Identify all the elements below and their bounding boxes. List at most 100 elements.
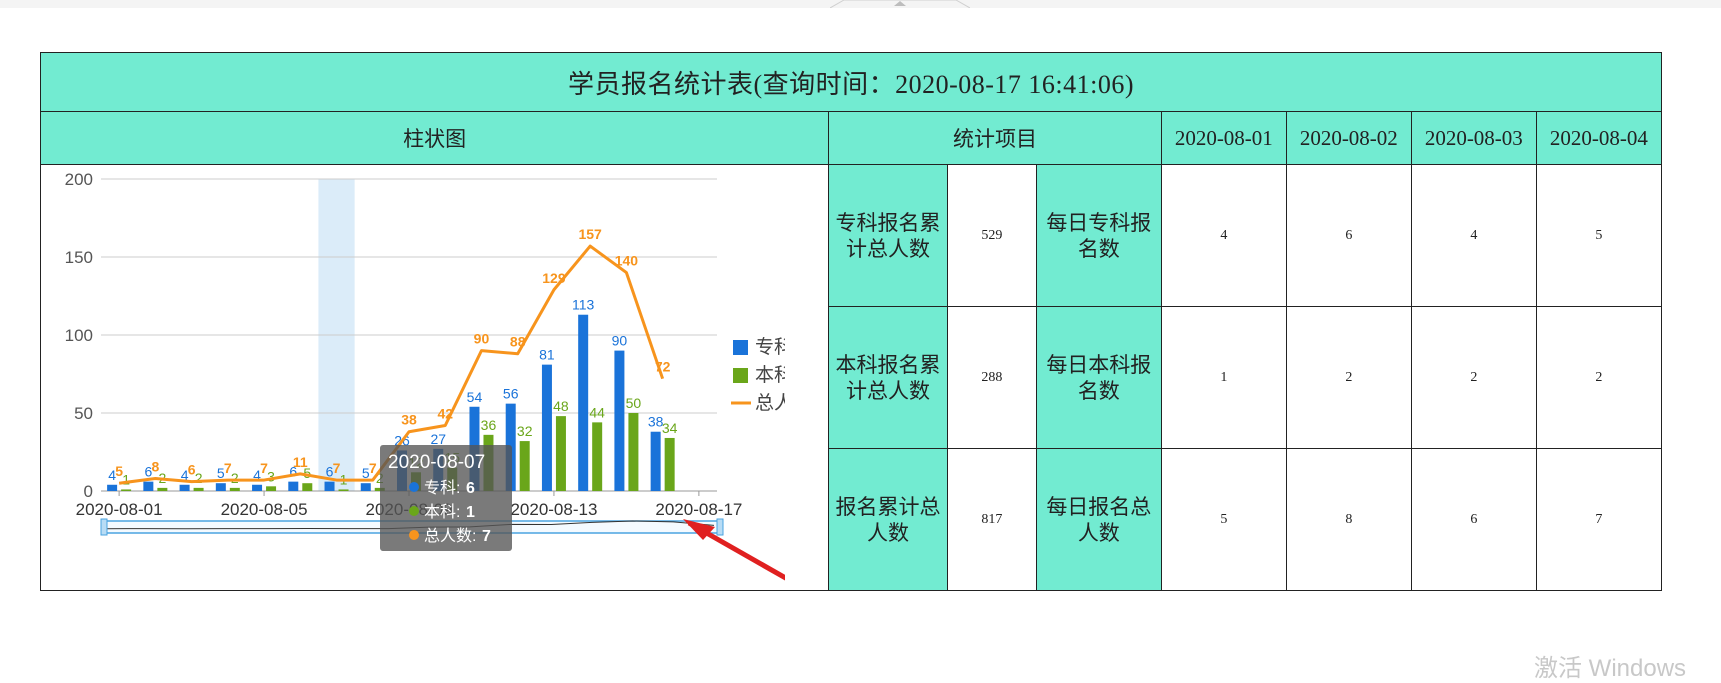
benke-bar [157,487,168,491]
daily-value: 2 [1535,306,1663,449]
tooltip-marker [409,530,419,540]
daily-value: 4 [1160,164,1287,307]
zhuanke-bar [143,481,154,491]
benke-bar [519,441,530,491]
zhuanke-data-label: 54 [467,389,483,405]
daily-value: 2 [1410,306,1537,449]
benke-data-label: 44 [589,404,605,420]
y-tick-label: 50 [74,404,93,423]
benke-bar [338,489,349,491]
total-data-label: 7 [260,460,268,476]
benke-data-label: 36 [481,417,497,433]
date-header: 2020-08-04 [1535,111,1663,165]
collapse-notch-icon[interactable] [830,0,970,8]
tooltip-item-value: 1 [466,504,475,521]
benke-data-label: 1 [122,471,130,487]
x-tick-label: 2020-08-01 [76,500,163,519]
benke-bar [664,437,675,491]
benke-data-label: 5 [303,465,311,481]
zhuanke-bar [541,364,552,491]
zhuanke-data-label: 27 [430,431,446,447]
daily-value: 1 [1160,306,1287,449]
x-tick-label: 2020-08-17 [655,500,742,519]
zhuanke-data-label: 90 [612,333,628,349]
stat-item-header: 统计项目 [828,111,1162,165]
tooltip-marker [409,506,419,516]
benke-bar [374,487,385,491]
y-tick-label: 200 [65,170,93,189]
benke-bar [121,489,132,491]
zhuanke-data-label: 4 [108,467,116,483]
benke-data-label: 2 [376,470,384,486]
benke-data-label: 34 [662,420,678,436]
zhuanke-bar [288,481,299,491]
y-tick-label: 0 [84,482,93,501]
total-data-label: 5 [115,463,123,479]
x-tick-label: 2020-08-13 [510,500,597,519]
activate-windows-watermark: 激活 Windows [1534,655,1687,682]
total-data-label: 140 [615,253,639,269]
benke-data-label: 2 [195,470,203,486]
total-data-label: 7 [224,460,232,476]
daily-value: 7 [1535,448,1663,591]
tooltip-title: 2020-08-07 [388,452,485,473]
zhuanke-bar [578,314,589,491]
daily-label: 每日报名总人数 [1035,448,1162,591]
total-label: 专科报名累计总人数 [828,164,948,307]
zhuanke-data-label: 6 [326,464,334,480]
date-header: 2020-08-02 [1285,111,1412,165]
benke-data-label: 48 [553,398,569,414]
total-data-label: 72 [655,359,671,375]
total-data-label: 6 [188,462,196,478]
daily-value: 4 [1410,164,1537,307]
legend-swatch [733,340,748,355]
y-tick-label: 100 [65,326,93,345]
daily-value: 6 [1410,448,1537,591]
benke-bar [266,486,277,491]
zhuanke-data-label: 4 [181,467,189,483]
total-data-label: 42 [437,405,453,421]
total-data-label: 8 [151,459,159,475]
zhuanke-bar [614,350,625,491]
tooltip-marker [409,482,419,492]
benke-data-label: 2 [231,470,239,486]
tooltip-box [380,445,512,551]
annotation-arrow-head [683,519,715,540]
tooltip-item-name: 本科: [424,503,460,521]
benke-data-label: 32 [517,423,533,439]
zhuanke-data-label: 5 [362,465,370,481]
legend-label: 总人数 [755,392,785,414]
total-value: 817 [946,448,1037,591]
zhuanke-bar [252,484,263,491]
daily-value: 8 [1285,448,1412,591]
table-title: 学员报名统计表(查询时间：2020-08-17 16:41:06) [40,52,1662,112]
tooltip-item-value: 6 [466,480,475,497]
tooltip-item-name: 专科: [424,479,460,497]
total-value: 288 [946,306,1037,449]
benke-bar [555,416,566,491]
annotation-arrow-line [687,520,785,581]
zhuanke-data-label: 4 [253,467,261,483]
enrollment-stats-table: 学员报名统计表(查询时间：2020-08-17 16:41:06) 柱状图 统计… [39,52,1663,593]
y-tick-label: 150 [65,248,93,267]
daily-label: 每日专科报名数 [1035,164,1162,307]
total-data-label: 90 [474,331,490,347]
total-data-label: 38 [401,412,417,428]
daily-value: 5 [1160,448,1287,591]
total-data-label: 129 [542,270,566,286]
zhuanke-data-label: 56 [503,386,519,402]
zoom-slider-handle-right[interactable] [716,518,724,536]
tooltip-item-name: 总人数: [424,527,476,545]
date-header: 2020-08-03 [1410,111,1537,165]
daily-value: 6 [1285,164,1412,307]
total-data-label: 7 [333,460,341,476]
legend-label: 专科 [755,336,785,358]
zhuanke-bar [324,481,335,491]
legend-label: 本科 [755,364,785,386]
benke-bar [229,487,240,491]
total-data-label: 7 [369,460,377,476]
zhuanke-bar [360,483,371,491]
zoom-slider-handle-left[interactable] [100,518,108,536]
total-label: 报名累计总人数 [828,448,948,591]
